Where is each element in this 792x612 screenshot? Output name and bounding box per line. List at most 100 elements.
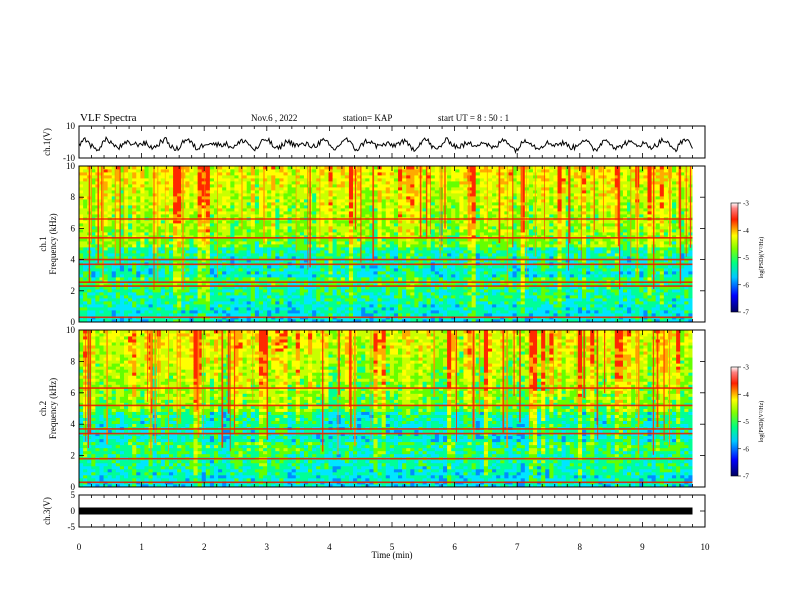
spectrogram-cell bbox=[332, 289, 338, 293]
spectrogram-cell bbox=[479, 232, 485, 236]
spectrogram-cell bbox=[128, 250, 133, 254]
spectrogram-cell bbox=[377, 298, 383, 302]
spectrogram-cell bbox=[532, 259, 538, 263]
spectrogram-cell bbox=[508, 298, 513, 302]
spectrogram-cell bbox=[205, 304, 211, 308]
spectrogram-cell bbox=[639, 286, 644, 290]
spectrogram-cell bbox=[532, 304, 538, 308]
spectrogram-cell bbox=[606, 274, 612, 278]
spectrogram-cell bbox=[344, 283, 350, 287]
spectrogram-cell bbox=[569, 271, 575, 275]
spectrogram-cell bbox=[103, 268, 109, 272]
spectrogram-cell bbox=[263, 277, 268, 281]
spectrogram-cell bbox=[164, 250, 170, 254]
spectrogram-cell bbox=[659, 274, 665, 278]
spectrogram-cell bbox=[258, 241, 264, 245]
spectrogram-cell bbox=[598, 256, 603, 260]
spectrogram-cell bbox=[569, 235, 575, 239]
spectrogram-cell bbox=[271, 313, 276, 317]
spectrogram-cell bbox=[487, 286, 493, 290]
spectrogram-cell bbox=[532, 301, 538, 305]
spectrogram-cell bbox=[500, 307, 505, 311]
spectrogram-cell bbox=[504, 268, 509, 272]
spectrogram-cell bbox=[197, 220, 203, 224]
spectrogram-cell bbox=[618, 304, 624, 308]
spectrogram-cell bbox=[111, 235, 117, 239]
spectrogram-cell bbox=[463, 247, 468, 251]
spectrogram-cell bbox=[328, 223, 333, 227]
spectrogram-cell bbox=[393, 244, 399, 248]
spectrogram-cell bbox=[451, 256, 456, 260]
spectrogram-cell bbox=[193, 253, 199, 257]
spectrogram-cell bbox=[115, 304, 121, 308]
spectrogram-cell bbox=[79, 241, 84, 245]
spectrogram-cell bbox=[639, 289, 644, 293]
spectrogram-cell bbox=[234, 298, 239, 302]
spectrogram-cell bbox=[655, 223, 661, 227]
spectrogram-cell bbox=[406, 244, 411, 248]
spectrogram-cell bbox=[393, 313, 399, 317]
spectrogram-cell bbox=[492, 295, 497, 299]
spectrogram-cell bbox=[618, 244, 624, 248]
spectrogram-cell bbox=[185, 250, 190, 254]
spectrogram-cell bbox=[639, 292, 644, 296]
spectrogram-cell bbox=[667, 259, 673, 263]
spectrogram-cell bbox=[213, 265, 219, 269]
spectrogram-cell bbox=[455, 286, 460, 290]
spectrogram-cell bbox=[287, 295, 293, 299]
spectrogram-cell bbox=[430, 226, 436, 230]
spectrogram-cell bbox=[459, 307, 464, 311]
spectrogram-cell bbox=[541, 229, 546, 233]
spectrogram-cell bbox=[406, 274, 411, 278]
spectrogram-cell bbox=[205, 319, 211, 323]
spectrogram-cell bbox=[667, 319, 673, 323]
spectrogram-cell bbox=[164, 277, 170, 281]
spectrogram-cell bbox=[389, 235, 395, 239]
spectrogram-cell bbox=[168, 247, 174, 251]
spectrogram-cell bbox=[324, 241, 329, 245]
spectrogram-cell bbox=[475, 229, 481, 233]
spectrogram-cell bbox=[667, 289, 673, 293]
spectrogram-cell bbox=[492, 289, 497, 293]
spectrogram-cell bbox=[115, 241, 121, 245]
spectrogram-cell bbox=[242, 247, 248, 251]
spectrogram-cell bbox=[508, 295, 513, 299]
spectrogram-cell bbox=[83, 265, 88, 269]
spectrogram-cell bbox=[622, 244, 628, 248]
spectrogram-cell bbox=[303, 268, 309, 272]
spectrogram-cell bbox=[328, 301, 333, 305]
spectrogram-cell bbox=[230, 259, 235, 263]
spectrogram-cell bbox=[336, 247, 342, 251]
spectrogram-cell bbox=[643, 226, 648, 230]
spectrogram-cell bbox=[561, 232, 567, 236]
spectrogram-cell bbox=[381, 298, 387, 302]
spectrogram-cell bbox=[291, 295, 297, 299]
spectrogram-cell bbox=[344, 286, 350, 290]
spectrogram-cell bbox=[148, 292, 154, 296]
spectrogram-cell bbox=[496, 271, 501, 275]
spectrogram-cell bbox=[152, 274, 158, 278]
spectrogram-cell bbox=[549, 292, 554, 296]
spectrogram-cell bbox=[565, 256, 571, 260]
spectrogram-cell bbox=[164, 253, 170, 257]
spectrogram-cell bbox=[438, 253, 444, 257]
spectrogram-cell bbox=[267, 268, 272, 272]
spectrogram-cell bbox=[271, 226, 276, 230]
spectrogram-cell bbox=[140, 298, 145, 302]
spectrogram-cell bbox=[353, 283, 358, 287]
spectrogram-cell bbox=[181, 298, 186, 302]
spectrogram-cell bbox=[389, 286, 395, 290]
spectrogram-cell bbox=[340, 268, 346, 272]
spectrogram-cell bbox=[537, 235, 542, 239]
spectrogram-cell bbox=[234, 232, 239, 236]
spectrogram-cell bbox=[156, 235, 162, 239]
spectrogram-cell bbox=[197, 244, 203, 248]
spectrogram-cell bbox=[136, 283, 141, 287]
spectrogram-cell bbox=[422, 286, 428, 290]
spectrogram-cell bbox=[463, 244, 468, 248]
spectrogram-cell bbox=[271, 238, 276, 242]
spectrogram-cell bbox=[111, 232, 117, 236]
spectrogram-cell bbox=[213, 250, 219, 254]
spectrogram-cell bbox=[475, 319, 481, 323]
spectrogram-cell bbox=[516, 301, 522, 305]
